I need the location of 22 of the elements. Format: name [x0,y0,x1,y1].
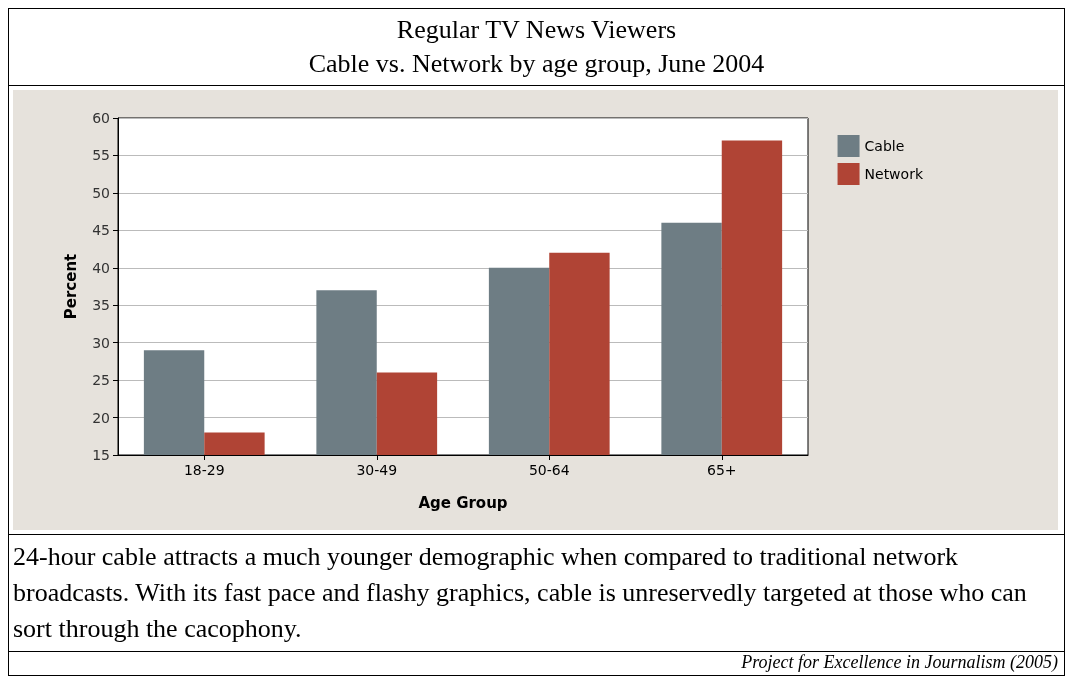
legend-label: Cable [864,138,905,154]
y-tick-label: 20 [92,409,110,426]
y-tick-label: 25 [92,372,110,389]
chart-title: Regular TV News Viewers [395,14,678,46]
y-axis-title: Percent [61,253,80,320]
y-tick-label: 50 [92,184,110,201]
text: Project for Excellence in Journalism (2005) [740,652,1059,674]
x-axis-title: Age Group [418,493,508,512]
y-tick-label: 60 [92,110,110,126]
y-tick-label: 55 [92,147,110,164]
legend-label: Network [864,166,924,182]
text: 24-hour cable attracts a much younger demographic when compared to traditional network broadcasts. With its fast pace and flashy graphics, cable is unreservedly targeted at those who can sort through the cacophony. [9,535,1064,652]
x-tick-label: 30-49 [356,462,398,478]
y-tick-label: 35 [92,297,110,314]
y-tick-label: 15 [92,447,110,463]
y-tick-label: 40 [92,259,110,276]
chart-subtitle: Cable vs. Network by age group, June 2004 [307,48,766,80]
x-tick-label: 65+ [706,462,737,478]
y-tick-label: 45 [92,222,110,239]
x-tick-label: 50-64 [528,462,570,478]
y-tick-label: 30 [92,334,110,351]
x-tick-label: 18-29 [183,462,225,478]
